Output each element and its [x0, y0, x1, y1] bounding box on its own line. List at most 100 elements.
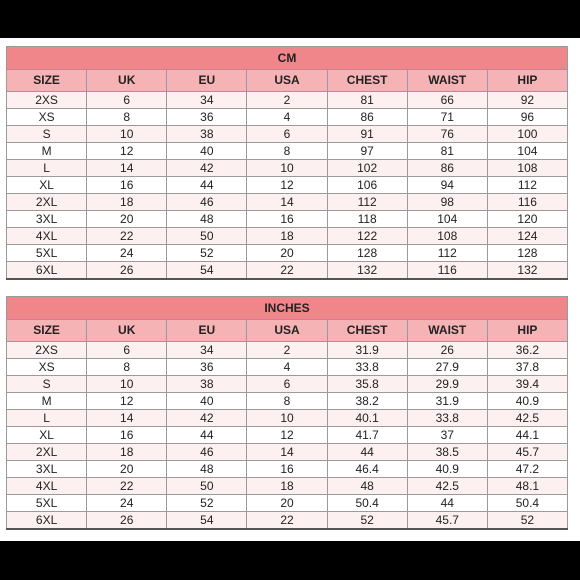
cell-chest: 97: [326, 142, 408, 160]
table-row: 5XL 24 52 20 128 112 128: [5, 244, 569, 262]
cell-chest: 44: [326, 443, 408, 461]
table-row: XL 16 44 12 106 94 112: [5, 176, 569, 194]
cell-hip: 96: [486, 108, 569, 126]
table-row: S 10 38 6 91 76 100: [5, 125, 569, 143]
cell-chest: 106: [326, 176, 408, 194]
inches-table-body: 2XS 6 34 2 31.9 26 36.2 XS 8 36 4 33.8 27.9 37.8 S 10 38…: [5, 341, 569, 530]
cell-eu: 40: [166, 392, 248, 410]
cell-usa: 10: [246, 409, 328, 427]
cell-hip: 45.7: [486, 443, 569, 461]
cell-usa: 4: [246, 108, 328, 126]
cell-hip: 39.4: [486, 375, 569, 393]
cell-hip: 120: [486, 210, 569, 228]
cell-size: 2XS: [5, 341, 88, 359]
cell-size: XS: [5, 108, 88, 126]
cell-waist: 86: [406, 159, 488, 177]
column-header-chest: CHEST: [326, 69, 408, 92]
cell-uk: 18: [86, 193, 168, 211]
cm-table-body: 2XS 6 34 2 81 66 92 XS 8 36 4 86 71 96 S 10 38 6 91 76 100 M 1…: [5, 91, 569, 280]
cm-header-row: SIZE UK EU USA CHEST WAIST HIP: [5, 69, 569, 92]
cell-usa: 10: [246, 159, 328, 177]
column-header-usa: USA: [246, 69, 328, 92]
cell-eu: 46: [166, 193, 248, 211]
cell-uk: 22: [86, 477, 168, 495]
cell-uk: 14: [86, 159, 168, 177]
cell-chest: 48: [326, 477, 408, 495]
cell-size: 4XL: [5, 227, 88, 245]
cell-usa: 20: [246, 244, 328, 262]
cell-uk: 24: [86, 244, 168, 262]
cell-hip: 108: [486, 159, 569, 177]
cell-eu: 44: [166, 426, 248, 444]
cell-usa: 22: [246, 261, 328, 280]
cell-eu: 38: [166, 375, 248, 393]
cell-eu: 34: [166, 341, 248, 359]
cell-uk: 24: [86, 494, 168, 512]
table-row: 6XL 26 54 22 52 45.7 52: [5, 511, 569, 530]
cell-usa: 12: [246, 176, 328, 194]
cell-eu: 54: [166, 511, 248, 530]
cell-waist: 76: [406, 125, 488, 143]
cell-chest: 102: [326, 159, 408, 177]
cell-uk: 26: [86, 261, 168, 280]
cell-hip: 50.4: [486, 494, 569, 512]
cell-waist: 40.9: [406, 460, 488, 478]
cell-chest: 31.9: [326, 341, 408, 359]
cell-waist: 26: [406, 341, 488, 359]
table-row: 6XL 26 54 22 132 116 132: [5, 261, 569, 280]
cell-chest: 35.8: [326, 375, 408, 393]
cell-eu: 48: [166, 210, 248, 228]
cell-eu: 40: [166, 142, 248, 160]
table-row: S 10 38 6 35.8 29.9 39.4: [5, 375, 569, 393]
cell-uk: 16: [86, 176, 168, 194]
cell-waist: 29.9: [406, 375, 488, 393]
cell-size: 5XL: [5, 244, 88, 262]
cell-hip: 44.1: [486, 426, 569, 444]
cell-eu: 44: [166, 176, 248, 194]
cell-chest: 132: [326, 261, 408, 280]
table-row: L 14 42 10 40.1 33.8 42.5: [5, 409, 569, 427]
cell-usa: 18: [246, 477, 328, 495]
cell-size: L: [5, 159, 88, 177]
cell-eu: 50: [166, 227, 248, 245]
cell-size: 6XL: [5, 261, 88, 280]
cell-chest: 40.1: [326, 409, 408, 427]
cell-chest: 91: [326, 125, 408, 143]
cell-size: S: [5, 125, 88, 143]
table-row: XL 16 44 12 41.7 37 44.1: [5, 426, 569, 444]
cell-usa: 16: [246, 210, 328, 228]
cell-uk: 18: [86, 443, 168, 461]
inches-table-title: INCHES: [6, 296, 568, 320]
cell-eu: 36: [166, 108, 248, 126]
cell-waist: 71: [406, 108, 488, 126]
table-row: 5XL 24 52 20 50.4 44 50.4: [5, 494, 569, 512]
column-header-eu: EU: [166, 69, 248, 92]
cell-usa: 16: [246, 460, 328, 478]
cell-chest: 122: [326, 227, 408, 245]
cell-chest: 81: [326, 91, 408, 109]
cell-size: M: [5, 142, 88, 160]
cm-title-row: CM: [6, 46, 568, 70]
table-row: L 14 42 10 102 86 108: [5, 159, 569, 177]
cell-eu: 46: [166, 443, 248, 461]
cell-chest: 33.8: [326, 358, 408, 376]
cell-chest: 118: [326, 210, 408, 228]
inches-header-row: SIZE UK EU USA CHEST WAIST HIP: [5, 319, 569, 342]
cell-usa: 18: [246, 227, 328, 245]
cell-usa: 6: [246, 125, 328, 143]
cell-size: 2XL: [5, 193, 88, 211]
cell-hip: 42.5: [486, 409, 569, 427]
cell-waist: 31.9: [406, 392, 488, 410]
cell-waist: 104: [406, 210, 488, 228]
cell-uk: 8: [86, 108, 168, 126]
cell-uk: 20: [86, 460, 168, 478]
cell-waist: 66: [406, 91, 488, 109]
cell-eu: 42: [166, 409, 248, 427]
cell-uk: 10: [86, 375, 168, 393]
column-header-uk: UK: [86, 319, 168, 342]
cell-usa: 2: [246, 91, 328, 109]
cell-usa: 12: [246, 426, 328, 444]
cell-uk: 12: [86, 392, 168, 410]
cell-usa: 8: [246, 142, 328, 160]
cell-hip: 48.1: [486, 477, 569, 495]
